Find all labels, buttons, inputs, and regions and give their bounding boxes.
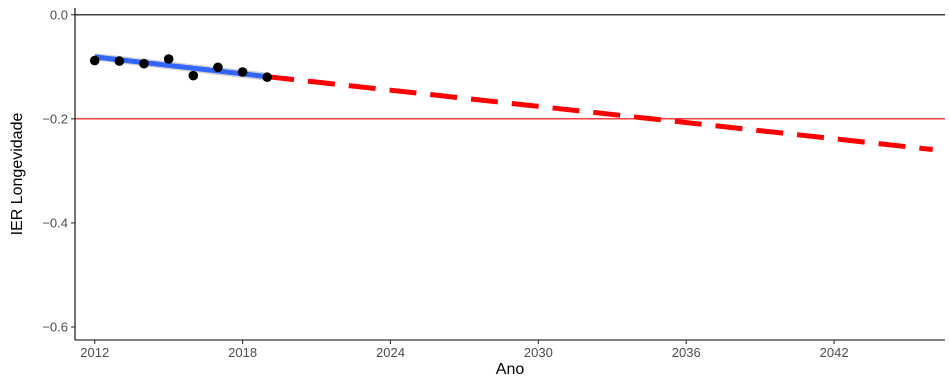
data-point — [188, 70, 199, 81]
data-point — [213, 62, 223, 73]
y-tick-label: −0.6 — [42, 319, 68, 334]
projection-line — [266, 74, 933, 153]
y-tick-label: −0.2 — [42, 111, 68, 126]
x-tick-label: 2036 — [672, 345, 701, 360]
x-tick-label: 2012 — [80, 345, 109, 360]
x-tick-label: 2018 — [228, 345, 257, 360]
x-tick-label: 2024 — [376, 345, 405, 360]
data-point — [114, 56, 125, 66]
y-tick-label: −0.4 — [42, 215, 68, 230]
y-axis-title: IER Longevidade — [9, 113, 26, 236]
x-axis-title: Ano — [496, 361, 525, 378]
data-point — [237, 67, 248, 77]
x-tick-label: 2030 — [524, 345, 553, 360]
y-tick-label: 0.0 — [50, 7, 68, 22]
data-point — [139, 58, 149, 69]
data-point — [89, 55, 100, 66]
data-point — [262, 72, 273, 83]
x-tick-label: 2042 — [820, 345, 849, 360]
data-point — [163, 54, 174, 64]
